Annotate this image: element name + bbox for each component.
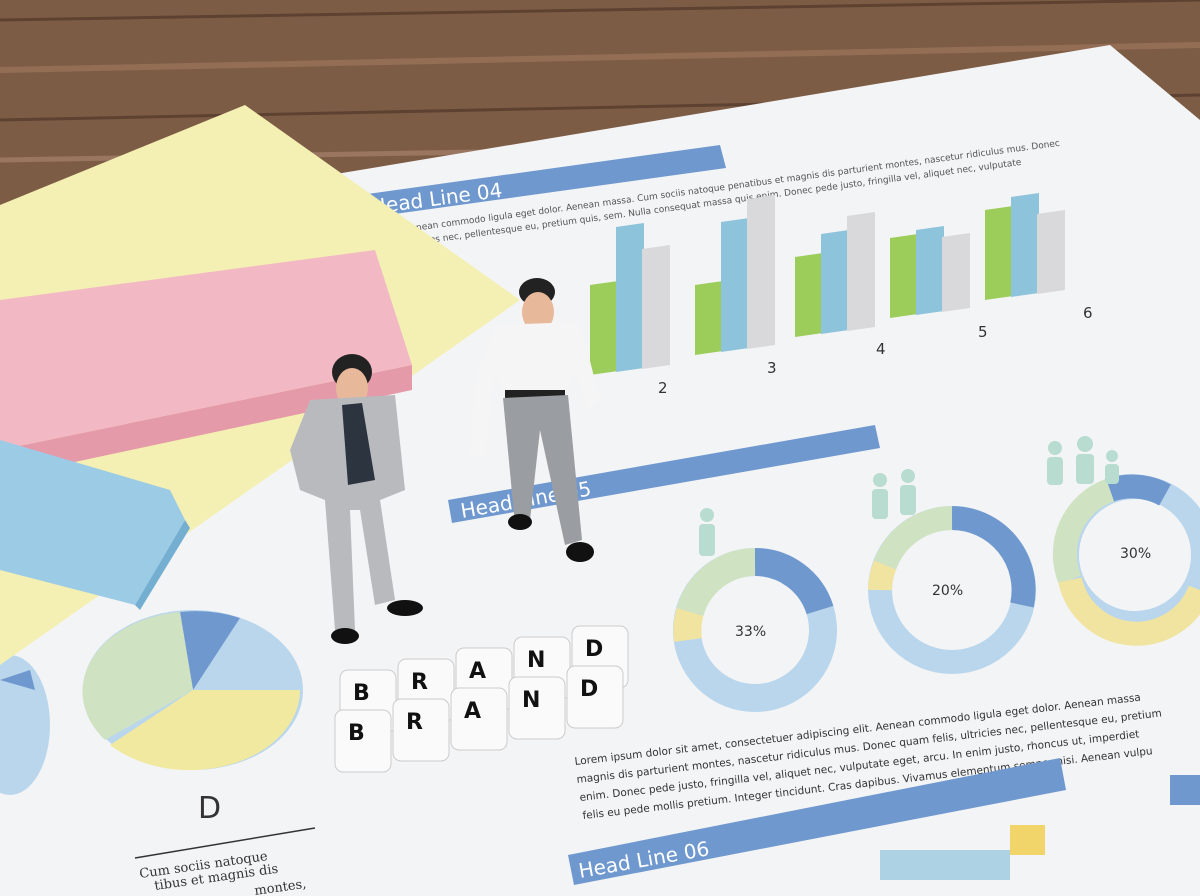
photo-bar xyxy=(590,281,618,375)
blue-sticky-note xyxy=(0,440,185,605)
pie-chart xyxy=(0,610,303,795)
brand-letter-blocks: B R A N D B R A N D xyxy=(334,625,629,773)
donut-chart-20 xyxy=(868,506,1036,674)
block-letter: N xyxy=(527,648,545,673)
letter-block: N xyxy=(508,676,566,740)
figurine-white-shirt-man xyxy=(470,278,600,562)
bar-label: 5 xyxy=(978,323,988,341)
block-letter: B xyxy=(353,681,370,706)
photo-bar xyxy=(642,245,670,369)
people-row-icons xyxy=(880,775,1200,880)
photo-bar xyxy=(747,195,775,349)
bar-chart-photo xyxy=(590,193,1065,375)
block-letter: D xyxy=(580,677,598,702)
headline-06-bar xyxy=(568,758,1066,885)
letter-block: R xyxy=(392,698,450,762)
photo-bar xyxy=(695,281,723,355)
pie-label: D xyxy=(198,791,221,826)
block-letter: A xyxy=(464,699,481,724)
blue-sticky-note-side xyxy=(135,520,190,610)
donut-percent: 33% xyxy=(735,624,766,640)
pink-sticky-note-side xyxy=(0,365,412,478)
headline-04-bar xyxy=(360,145,726,218)
photo-bar xyxy=(821,230,849,334)
pink-sticky-note xyxy=(0,250,412,450)
bar-label: 3 xyxy=(767,359,777,377)
bar-label: 2 xyxy=(658,379,668,397)
photo-bar xyxy=(916,226,944,315)
block-letter: A xyxy=(469,659,486,684)
photo-bar xyxy=(942,233,970,312)
donut-chart-30 xyxy=(1052,474,1200,646)
letter-block: D xyxy=(566,665,624,729)
photo-bar xyxy=(795,253,823,337)
photo-bar xyxy=(847,212,875,331)
bar-label: 6 xyxy=(1083,304,1093,322)
donut-percent: 20% xyxy=(932,583,963,599)
letter-block: B xyxy=(334,709,392,773)
block-letter: R xyxy=(411,670,428,695)
block-letter: N xyxy=(522,688,540,713)
block-letter: B xyxy=(348,721,365,746)
letter-block: A xyxy=(450,687,508,751)
people-icons xyxy=(699,436,1119,556)
donut-percent: 30% xyxy=(1120,546,1151,562)
block-letter: D xyxy=(585,637,603,662)
figurine-suit-man xyxy=(290,354,423,644)
block-letter: R xyxy=(406,710,423,735)
photo-bar xyxy=(721,218,749,352)
photo-bar xyxy=(616,223,644,372)
photo-bar xyxy=(890,234,918,318)
bar-label: 4 xyxy=(876,340,886,358)
photo-bar xyxy=(1037,210,1065,294)
donut-chart-33 xyxy=(673,548,837,712)
caption-line: montes, xyxy=(253,877,307,896)
photo-bar xyxy=(985,206,1013,300)
photo-bar xyxy=(1011,193,1039,297)
